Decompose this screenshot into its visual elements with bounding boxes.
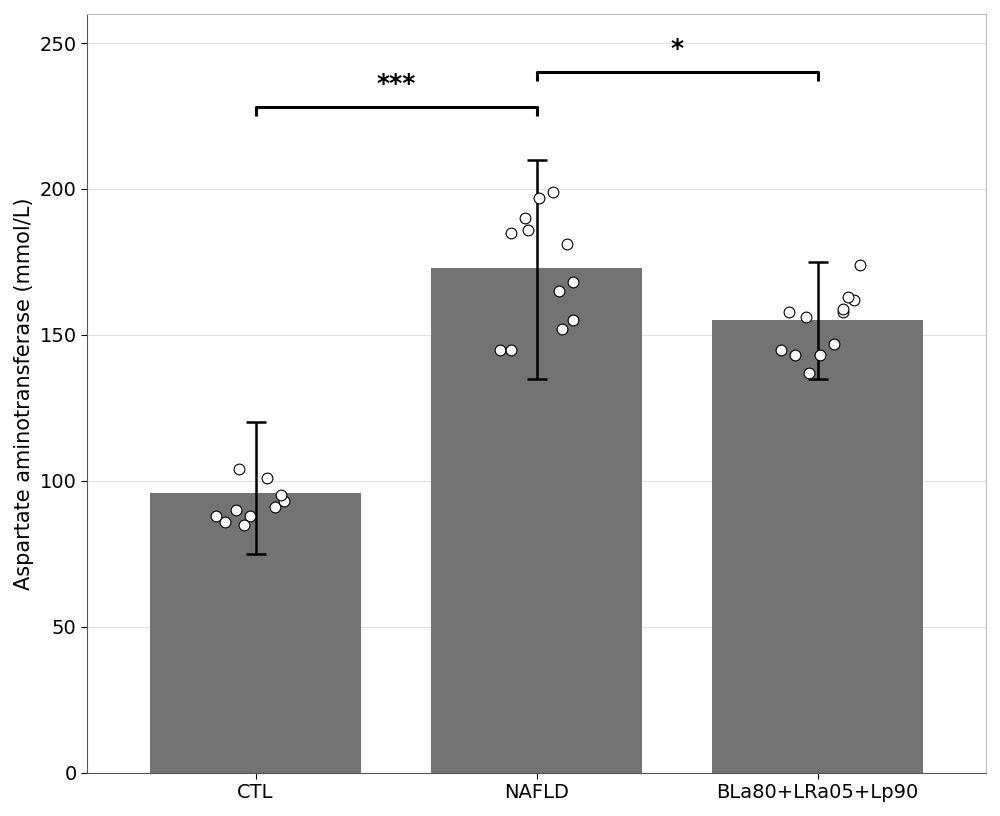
Point	[835, 305, 851, 318]
Point	[852, 259, 868, 272]
Point	[773, 343, 789, 356]
Point	[545, 185, 561, 198]
Point	[826, 337, 842, 350]
Point	[554, 322, 570, 335]
Bar	[150, 493, 361, 773]
Point	[503, 226, 519, 239]
Point	[781, 305, 797, 318]
Point	[517, 211, 533, 224]
Point	[520, 224, 536, 237]
Point	[503, 343, 519, 356]
Point	[551, 285, 567, 298]
Point	[798, 311, 814, 324]
Point	[236, 518, 252, 531]
Point	[565, 314, 581, 327]
Point	[840, 290, 856, 304]
Point	[273, 489, 289, 502]
Text: ***: ***	[376, 72, 416, 95]
Point	[267, 500, 283, 513]
Point	[231, 463, 247, 476]
Point	[276, 494, 292, 508]
Point	[835, 302, 851, 315]
Point	[812, 348, 828, 361]
Y-axis label: Aspartate aminotransferase (mmol/L): Aspartate aminotransferase (mmol/L)	[14, 197, 34, 589]
Point	[208, 509, 224, 522]
Point	[787, 348, 803, 361]
Point	[492, 343, 508, 356]
Text: *: *	[670, 37, 684, 60]
Point	[217, 515, 233, 528]
Point	[242, 509, 258, 522]
Bar	[712, 321, 923, 773]
Point	[531, 191, 547, 204]
Point	[559, 238, 575, 251]
Bar	[431, 268, 642, 773]
Point	[801, 366, 817, 379]
Point	[846, 294, 862, 307]
Point	[565, 276, 581, 289]
Point	[228, 503, 244, 517]
Point	[259, 472, 275, 485]
